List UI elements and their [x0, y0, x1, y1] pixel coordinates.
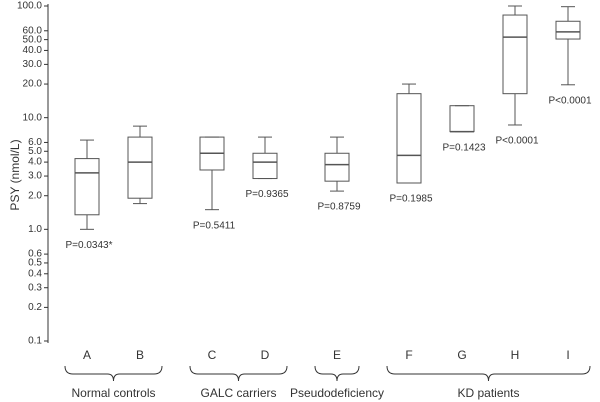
x-tick-label: G: [457, 348, 466, 362]
p-value: P=0.0343*: [66, 240, 113, 251]
y-tick-label: 0.2: [28, 302, 42, 313]
p-value: P<0.0001: [495, 136, 539, 147]
group-brace: [64, 365, 163, 382]
y-tick-label: 4.0: [28, 157, 42, 168]
x-tick-label: B: [136, 348, 144, 362]
group-brace: [314, 365, 360, 382]
box: [324, 152, 350, 182]
p-value: P=0.9365: [245, 189, 289, 200]
box: [555, 20, 581, 40]
box: [449, 105, 475, 133]
y-tick-label: 0.5: [28, 258, 42, 269]
box: [252, 152, 278, 180]
group-label: GALC carriers: [200, 386, 276, 400]
y-tick-label: 60.0: [23, 25, 43, 36]
y-tick-label: 100.0: [17, 1, 42, 12]
y-tick-label: 0.6: [28, 249, 42, 260]
group-label: KD patients: [457, 386, 519, 400]
p-value: P=0.1985: [389, 194, 433, 205]
y-tick-label: 6.0: [28, 137, 42, 148]
x-tick-label: I: [566, 348, 569, 362]
p-value: P=0.8759: [317, 202, 361, 213]
y-tick-label: 40.0: [23, 45, 43, 56]
y-tick-label: 10.0: [23, 112, 43, 123]
y-tick-label: 0.3: [28, 282, 42, 293]
x-tick-label: F: [405, 348, 412, 362]
x-tick-label: D: [261, 348, 270, 362]
y-tick-label: 5.0: [28, 146, 42, 157]
box: [127, 136, 153, 199]
y-tick-label: 50.0: [23, 34, 43, 45]
box: [396, 93, 422, 184]
y-tick-label: 30.0: [23, 59, 43, 70]
y-tick-label: 0.4: [28, 268, 42, 279]
box: [74, 158, 100, 216]
group-label: Pseudodeficiency: [290, 386, 384, 400]
p-value: P=0.1423: [442, 142, 486, 153]
x-tick-label: A: [83, 348, 91, 362]
group-brace: [189, 365, 288, 382]
x-tick-label: C: [208, 348, 217, 362]
y-tick-label: 3.0: [28, 171, 42, 182]
y-tick-label: 1.0: [28, 224, 42, 235]
group-brace: [386, 365, 591, 382]
x-tick-label: E: [333, 348, 341, 362]
y-axis-label: PSY (nmol/L): [8, 139, 22, 210]
p-value: P<0.0001: [548, 95, 592, 106]
y-tick-label: 0.1: [28, 336, 42, 347]
y-tick-label: 20.0: [23, 79, 43, 90]
x-tick-label: H: [511, 348, 520, 362]
p-value: P=0.5411: [193, 220, 236, 231]
group-label: Normal controls: [71, 386, 155, 400]
y-tick-label: 2.0: [28, 190, 42, 201]
box: [502, 14, 528, 95]
